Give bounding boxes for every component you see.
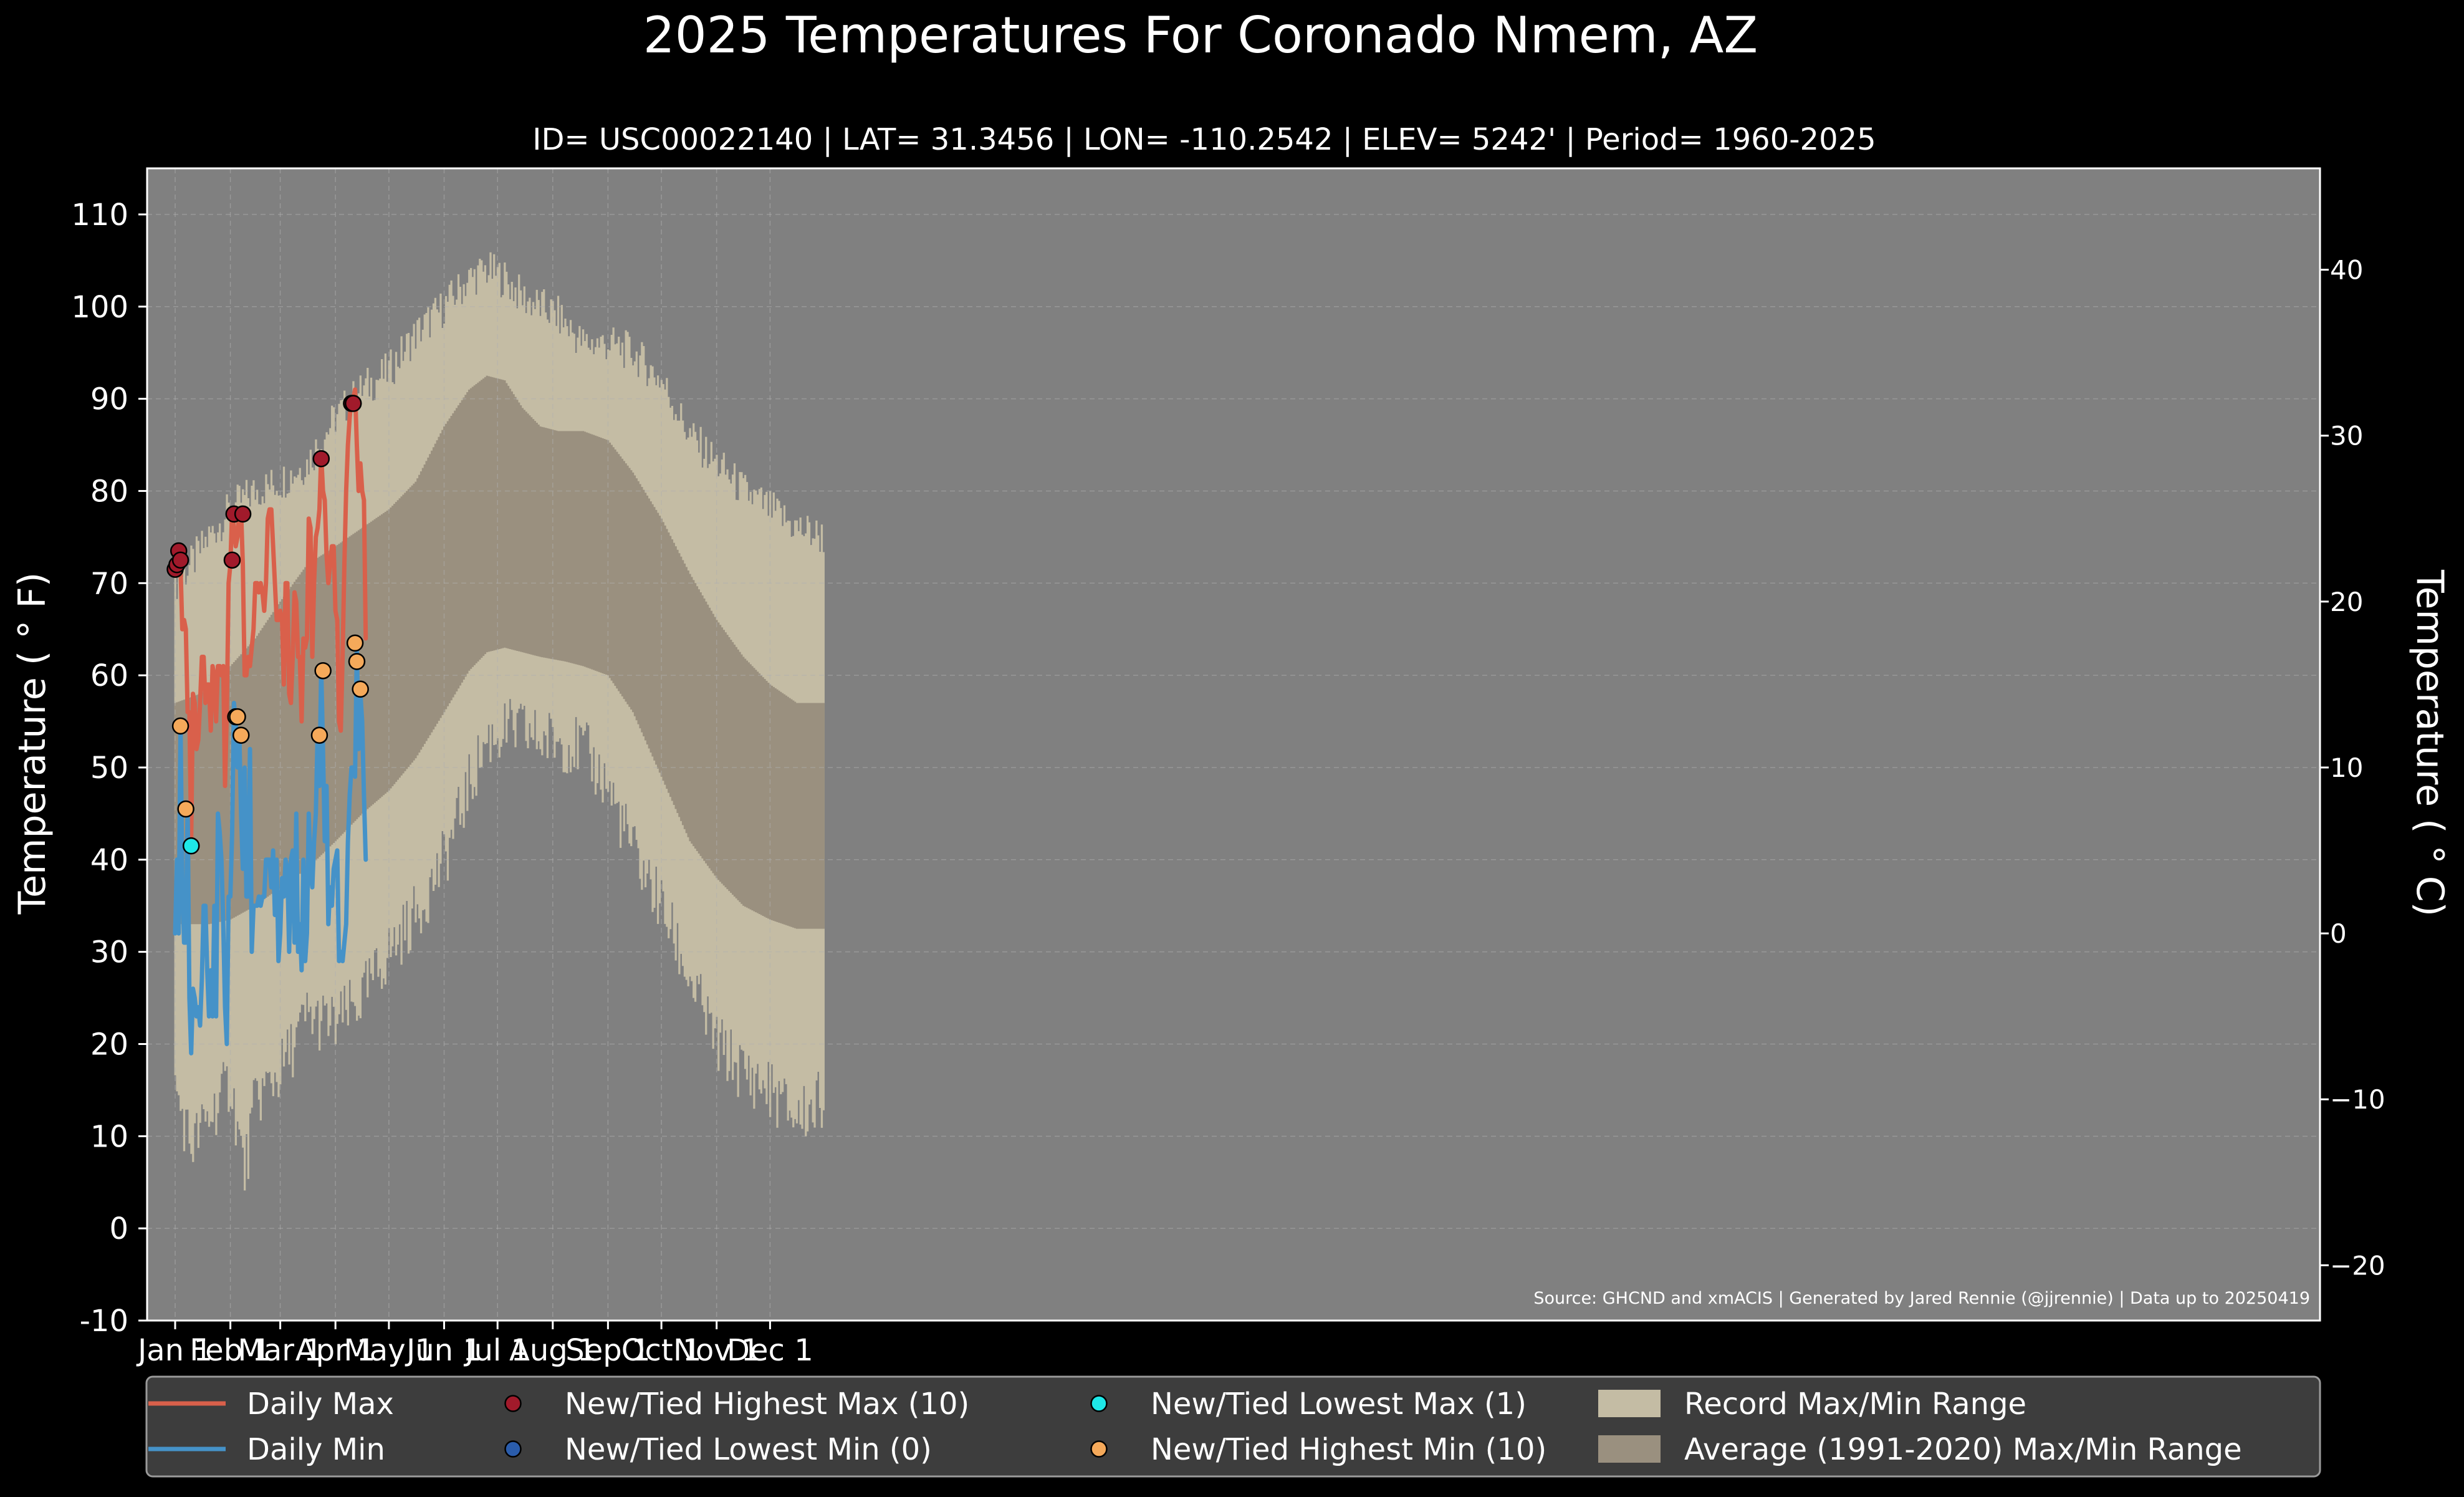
highest-max-marker: [345, 395, 362, 412]
legend-box: [145, 1375, 2321, 1478]
highest-min-marker: [346, 634, 364, 652]
y-tick-label: 90: [90, 382, 128, 417]
y-tick-label: 70: [90, 566, 128, 601]
y-tick-label: -10: [80, 1304, 128, 1339]
x-tick-label: May 1: [343, 1333, 434, 1368]
x-tick-label: Apr 1: [295, 1333, 376, 1368]
y2-tick-label: 20: [2330, 587, 2363, 617]
y-tick-label: 60: [90, 658, 128, 693]
legend: Daily Max Daily Min New/Tied Highest Max (…: [145, 1375, 2321, 1478]
y-tick-label: 0: [109, 1211, 128, 1246]
legend-label: New/Tied Highest Max (10): [565, 1387, 969, 1422]
y-tick-label: 80: [90, 474, 128, 509]
axes: -10 0 10 20 30 40 50 60 70 80 90 100 110 −20 −10 0 10 20 3…: [71, 167, 2385, 1368]
x-tick-label: Sep 1: [565, 1333, 650, 1368]
x-tick-label: Jul 1: [463, 1333, 530, 1368]
highest-min-marker: [232, 726, 250, 744]
x-tick-label: Jun 1: [405, 1333, 482, 1368]
highest-max-marker: [312, 450, 330, 468]
y-tick-label: 100: [71, 290, 128, 325]
lowest-max-marker: [182, 837, 200, 855]
highest-min-marker: [314, 662, 332, 680]
highest-min-marker: [348, 653, 366, 670]
highest-max-marker: [223, 551, 241, 569]
highest-max-marker: [234, 505, 252, 523]
highest-min-marker: [310, 726, 328, 744]
y-tick-label: 50: [90, 751, 128, 786]
legend-swatch-dot: [1090, 1440, 1108, 1458]
legend-label: New/Tied Lowest Max (1): [1151, 1387, 1527, 1422]
legend-swatch-dot: [504, 1440, 522, 1458]
highest-max-marker: [171, 551, 189, 569]
daily-max-line: [173, 387, 368, 844]
highest-min-marker: [177, 800, 194, 818]
chart-subtitle: ID= USC00022140 | LAT= 31.3456 | LON= -1…: [532, 122, 1876, 157]
legend-label: Daily Max: [247, 1387, 394, 1422]
legend-swatch-patch: [1598, 1435, 1661, 1463]
highest-min-marker: [229, 708, 246, 726]
x-tick-label: Mar 1: [237, 1333, 322, 1368]
x-tick-label: Dec 1: [727, 1333, 813, 1368]
highest-min-marker: [171, 717, 189, 735]
legend-swatch-dot: [1090, 1395, 1108, 1412]
y-tick-label: 10: [90, 1119, 128, 1154]
legend-label: Average (1991-2020) Max/Min Range: [1684, 1432, 2242, 1467]
legend-swatch-patch: [1598, 1390, 1661, 1417]
y2-axis-label: Temperature ( ° C): [2408, 569, 2452, 917]
y-tick-label: 20: [90, 1027, 128, 1062]
x-tick-label: Oct 1: [621, 1333, 702, 1368]
legend-swatch-dot: [504, 1395, 522, 1412]
y2-tick-label: 10: [2330, 753, 2363, 783]
normal-range-band: [174, 375, 825, 929]
y-tick-label: 110: [71, 198, 128, 233]
y2-tick-label: 0: [2330, 918, 2347, 949]
legend-label: Daily Min: [247, 1432, 385, 1467]
y2-tick-label: 40: [2330, 255, 2363, 286]
highest-min-marker: [352, 680, 369, 698]
legend-label: New/Tied Highest Min (10): [1151, 1432, 1546, 1467]
plot-frame: [146, 167, 2321, 1322]
x-tick-label: Jan 1: [136, 1333, 213, 1368]
plot-area: [147, 168, 2320, 1321]
source-note: Source: GHCND and xmACIS | Generated by …: [1533, 1289, 2310, 1308]
x-tick-label: Feb 1: [189, 1333, 271, 1368]
y-tick-label: 40: [90, 843, 128, 878]
y2-tick-label: 30: [2330, 421, 2363, 451]
y-axis-label: Temperature ( ° F): [11, 572, 54, 915]
y2-tick-label: −10: [2330, 1084, 2385, 1115]
x-tick-label: Aug 1: [509, 1333, 597, 1368]
y2-tick-label: −20: [2330, 1250, 2385, 1281]
x-tick-label: Nov 1: [673, 1333, 760, 1368]
y-tick-label: 30: [90, 935, 128, 970]
chart-title: 2025 Temperatures For Coronado Nmem, AZ: [643, 6, 1758, 64]
legend-label: New/Tied Lowest Min (0): [565, 1432, 932, 1467]
daily-min-line: [173, 645, 368, 1056]
legend-label: Record Max/Min Range: [1684, 1387, 2026, 1422]
